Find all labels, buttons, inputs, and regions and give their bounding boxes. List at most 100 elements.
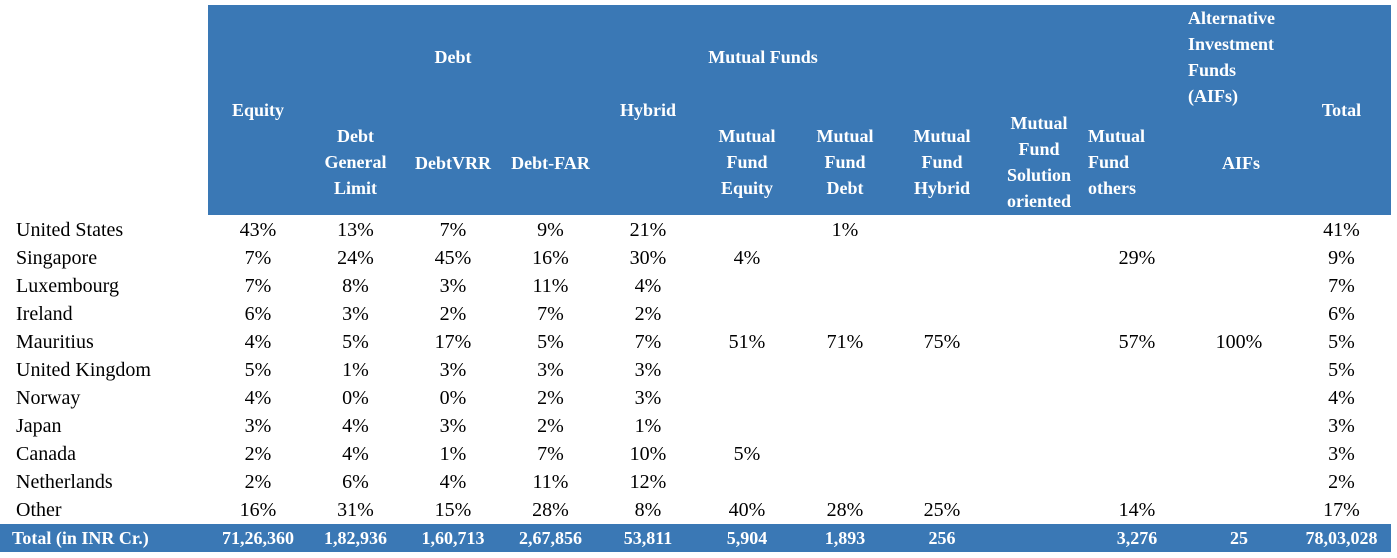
total-debt-far: 2,67,856 [503, 524, 598, 552]
cell-debt-far: 3% [537, 358, 564, 381]
cell-debt-general-limit: 5% [342, 330, 369, 353]
cell-total: 5% [1328, 358, 1355, 381]
cell-hybrid: 7% [634, 330, 662, 353]
cell-debt-general-limit: 6% [342, 470, 369, 493]
total-equity: 71,26,360 [208, 524, 308, 552]
cell-debt-vrr: 17% [434, 330, 472, 353]
total-total: 78,03,028 [1292, 524, 1391, 552]
header-mf-hybrid: Mutual Fund Hybrid [913, 126, 971, 198]
table-row: Ireland 6% 3% 2% 7% 2% 6% [0, 300, 1391, 328]
cell-mf-solution [990, 384, 1088, 412]
total-mf-debt: 1,893 [796, 524, 894, 552]
cell-mf-hybrid [894, 412, 990, 440]
cell-mf-debt [796, 272, 894, 300]
cell-total: 2% [1328, 470, 1355, 493]
cell-mf-equity: 40% [728, 498, 766, 521]
cell-mf-others: 14% [1118, 498, 1156, 521]
cell-debt-far: 11% [532, 470, 569, 493]
cell-mf-debt: 1% [831, 218, 859, 241]
header-mf-equity: Mutual Fund Equity [718, 126, 776, 198]
cell-aifs [1186, 496, 1292, 524]
cell-debt-general-limit: 3% [342, 302, 369, 325]
cell-aifs [1186, 244, 1292, 272]
header-debt-vrr: DebtVRR [415, 153, 491, 173]
table-row: United Kingdom 5% 1% 3% 3% 3% 5% [0, 356, 1391, 384]
cell-mf-others [1088, 272, 1186, 300]
cell-mf-solution [990, 496, 1088, 524]
cell-mf-debt: 71% [826, 330, 864, 353]
total-aifs: 25 [1186, 524, 1292, 552]
cell-debt-far: 16% [532, 246, 569, 269]
cell-total: 3% [1328, 414, 1355, 437]
cell-mf-others [1088, 384, 1186, 412]
country-name: Ireland [16, 302, 73, 325]
total-mf-solution [990, 524, 1088, 552]
cell-mf-equity [698, 356, 796, 384]
cell-mf-solution [990, 272, 1088, 300]
total-mf-others: 3,276 [1088, 524, 1186, 552]
cell-equity: 6% [244, 302, 272, 325]
cell-debt-general-limit: 4% [342, 442, 369, 465]
cell-hybrid: 8% [634, 498, 662, 521]
cell-mf-solution [990, 356, 1088, 384]
cell-mf-others: 29% [1118, 246, 1156, 269]
cell-mf-equity [698, 468, 796, 496]
cell-debt-general-limit: 8% [342, 274, 369, 297]
cell-mf-others [1088, 216, 1186, 244]
cell-debt-general-limit: 4% [342, 414, 369, 437]
cell-debt-far: 11% [532, 274, 569, 297]
header-debt-general-limit: Debt General Limit [324, 126, 387, 198]
cell-debt-vrr: 3% [439, 358, 467, 381]
data-table: United States 43% 13% 7% 9% 21% 1% 41% S… [0, 216, 1391, 552]
cell-mf-hybrid [894, 356, 990, 384]
cell-total: 9% [1328, 246, 1355, 269]
cell-debt-far: 5% [537, 330, 564, 353]
cell-mf-debt [796, 468, 894, 496]
cell-debt-vrr: 45% [434, 246, 472, 269]
cell-debt-general-limit: 0% [342, 386, 369, 409]
total-mf-equity: 5,904 [698, 524, 796, 552]
cell-mf-solution [990, 468, 1088, 496]
country-name: Japan [16, 414, 62, 437]
cell-debt-vrr: 3% [439, 414, 467, 437]
cell-debt-vrr: 7% [439, 218, 467, 241]
cell-debt-vrr: 1% [439, 442, 467, 465]
cell-mf-equity [698, 216, 796, 244]
cell-total: 6% [1328, 302, 1355, 325]
cell-mf-others [1088, 356, 1186, 384]
cell-mf-hybrid [894, 300, 990, 328]
table-row: Canada 2% 4% 1% 7% 10% 5% 3% [0, 440, 1391, 468]
cell-mf-solution [990, 440, 1088, 468]
cell-mf-others [1088, 468, 1186, 496]
country-name: United States [16, 218, 124, 241]
header-debt: Debt [434, 47, 472, 67]
cell-equity: 4% [244, 330, 272, 353]
cell-total: 7% [1328, 274, 1355, 297]
cell-mf-hybrid [894, 468, 990, 496]
header-debt-far: Debt-FAR [511, 153, 590, 173]
cell-debt-vrr: 4% [439, 470, 467, 493]
cell-debt-far: 2% [537, 414, 564, 437]
cell-aifs [1186, 384, 1292, 412]
total-mf-hybrid: 256 [894, 524, 990, 552]
table-header [208, 5, 1391, 215]
cell-mf-equity: 4% [733, 246, 761, 269]
cell-total: 17% [1323, 498, 1360, 521]
cell-equity: 3% [244, 414, 272, 437]
cell-aifs [1186, 412, 1292, 440]
cell-debt-far: 7% [537, 442, 564, 465]
cell-equity: 2% [244, 470, 272, 493]
cell-mf-others [1088, 440, 1186, 468]
cell-mf-equity: 51% [728, 330, 766, 353]
cell-mf-equity [698, 412, 796, 440]
header-mf-others: Mutual Fund others [1088, 126, 1146, 198]
cell-mf-equity: 5% [733, 442, 761, 465]
cell-equity: 16% [239, 498, 277, 521]
total-row: Total (in INR Cr.) 71,26,360 1,82,936 1,… [0, 524, 1391, 552]
table-row: United States 43% 13% 7% 9% 21% 1% 41% [0, 216, 1391, 244]
country-name: Mauritius [16, 330, 94, 353]
cell-mf-others: 57% [1118, 330, 1156, 353]
country-name: Canada [16, 442, 76, 465]
cell-equity: 4% [244, 386, 272, 409]
cell-mf-equity [698, 300, 796, 328]
